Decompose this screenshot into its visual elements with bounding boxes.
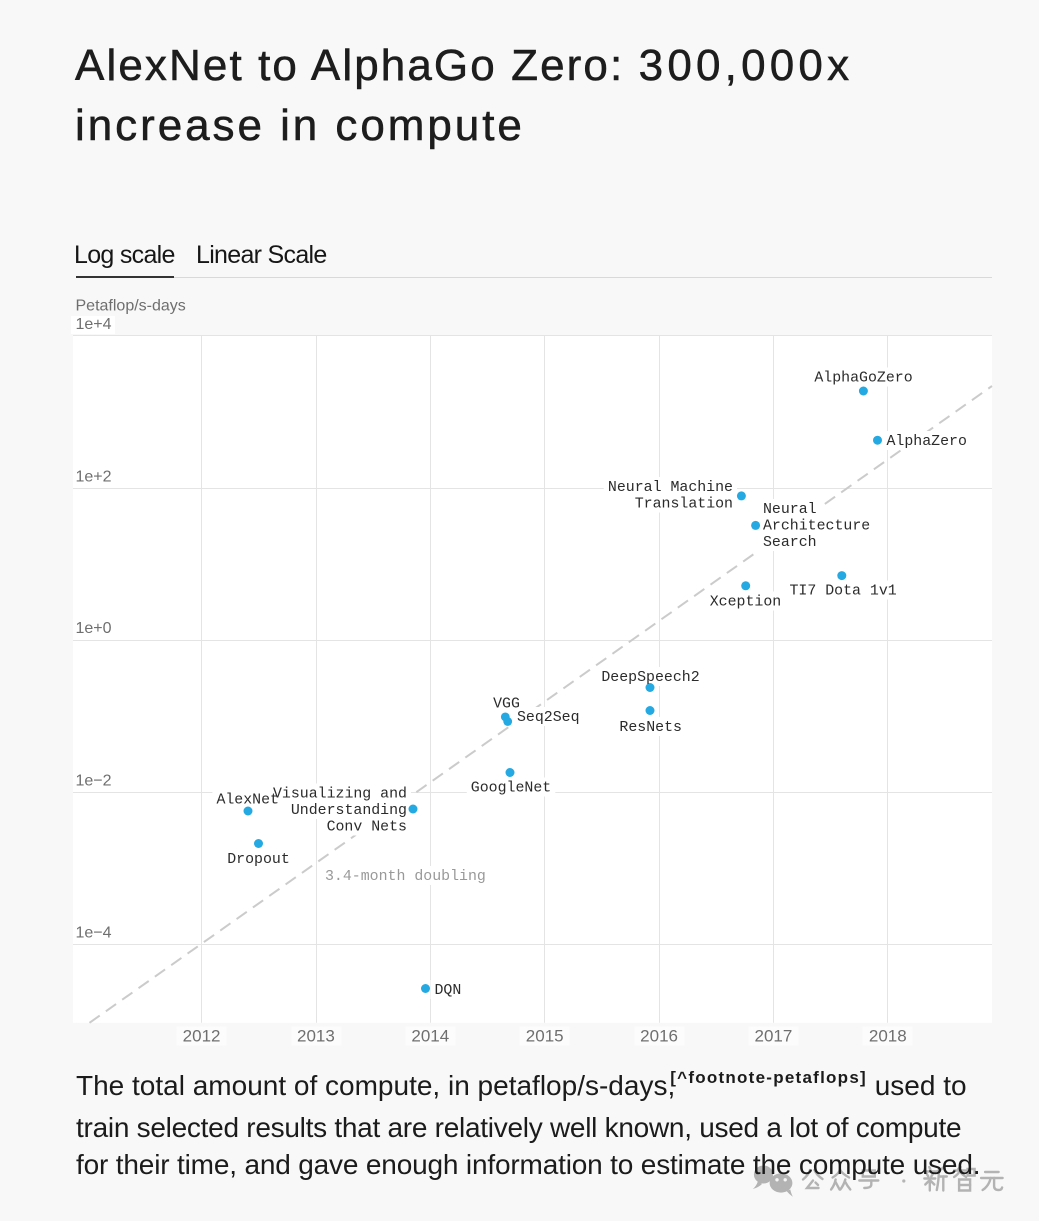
svg-text:Neural Machine: Neural Machine: [608, 480, 733, 496]
svg-text:1e−4: 1e−4: [76, 924, 112, 941]
svg-text:2013: 2013: [297, 1027, 335, 1046]
svg-text:2016: 2016: [640, 1027, 678, 1046]
svg-text:1e+2: 1e+2: [76, 468, 112, 485]
svg-text:Translation: Translation: [635, 497, 733, 513]
svg-text:Neural: Neural: [763, 502, 817, 518]
svg-text:1e+0: 1e+0: [76, 620, 112, 637]
svg-text:2012: 2012: [183, 1027, 221, 1046]
svg-text:AlexNet: AlexNet: [216, 793, 279, 809]
svg-text:3.4-month doubling: 3.4-month doubling: [325, 869, 486, 885]
svg-text:Architecture: Architecture: [763, 519, 870, 535]
svg-text:AlphaGoZero: AlphaGoZero: [814, 371, 912, 387]
svg-text:2014: 2014: [411, 1027, 449, 1046]
svg-text:Dropout: Dropout: [227, 852, 290, 868]
svg-text:GoogleNet: GoogleNet: [471, 781, 551, 797]
svg-text:ResNets: ResNets: [619, 720, 682, 736]
svg-text:1e+4: 1e+4: [76, 316, 112, 333]
svg-text:Visualizing and: Visualizing and: [273, 787, 407, 803]
svg-text:DQN: DQN: [435, 983, 462, 999]
svg-text:AlphaZero: AlphaZero: [887, 434, 967, 450]
svg-text:DeepSpeech2: DeepSpeech2: [601, 670, 699, 686]
svg-text:Seq2Seq: Seq2Seq: [517, 710, 580, 726]
svg-text:Xception: Xception: [710, 595, 782, 611]
svg-text:2018: 2018: [869, 1027, 907, 1046]
svg-text:TI7 Dota 1v1: TI7 Dota 1v1: [790, 584, 897, 600]
svg-text:1e−2: 1e−2: [76, 772, 112, 789]
svg-text:Search: Search: [763, 535, 817, 551]
svg-text:2017: 2017: [754, 1027, 792, 1046]
svg-text:Petaflop/s-days: Petaflop/s-days: [76, 298, 186, 315]
svg-text:Conv Nets: Conv Nets: [327, 820, 407, 836]
svg-text:2015: 2015: [526, 1027, 564, 1046]
svg-text:Understanding: Understanding: [291, 803, 407, 819]
svg-text:VGG: VGG: [493, 697, 520, 713]
